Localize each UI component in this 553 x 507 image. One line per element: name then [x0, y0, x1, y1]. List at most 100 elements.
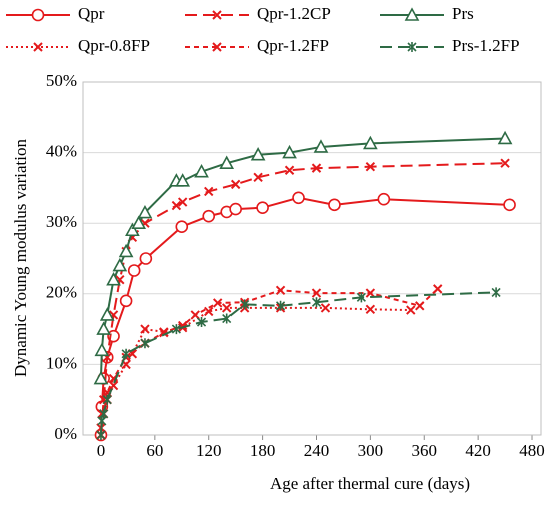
x-tick-label: 0: [97, 441, 106, 460]
series: [96, 303, 416, 433]
y-tick-label: 50%: [46, 71, 77, 90]
legend-marker: [404, 7, 420, 21]
plot-frame: [82, 81, 542, 436]
marker: [212, 298, 223, 308]
legend-label: Prs-1.2FP: [452, 36, 520, 55]
x-tick-label: 420: [465, 441, 491, 460]
marker: [96, 430, 106, 440]
marker: [282, 144, 297, 159]
marker: [365, 288, 376, 298]
marker: [433, 284, 443, 294]
x-tick-label: 60: [146, 441, 163, 460]
marker: [313, 139, 329, 153]
marker: [365, 304, 376, 315]
marker: [500, 158, 510, 168]
legend-label: Prs: [452, 4, 474, 23]
marker: [96, 321, 112, 335]
marker: [175, 220, 189, 234]
marker: [137, 204, 153, 219]
marker: [140, 324, 150, 334]
series: [96, 284, 443, 440]
series-line: [99, 291, 497, 436]
marker: [219, 155, 235, 169]
marker: [112, 257, 128, 272]
marker: [139, 252, 153, 265]
y-tick-label: 20%: [46, 283, 77, 302]
marker: [106, 272, 121, 286]
marker: [127, 264, 141, 277]
x-tick-label: 360: [412, 441, 438, 460]
marker: [240, 299, 250, 310]
marker: [365, 162, 376, 172]
marker: [292, 191, 305, 205]
marker: [99, 408, 109, 419]
marker: [256, 201, 269, 214]
marker: [250, 147, 266, 161]
legend-label: Qpr: [78, 4, 105, 23]
marker: [125, 222, 140, 237]
series: [96, 287, 501, 440]
x-tick-label: 480: [519, 441, 545, 460]
x-tick-label: 300: [358, 441, 384, 460]
marker: [204, 186, 214, 197]
marker: [328, 198, 341, 212]
marker: [415, 301, 425, 311]
y-tick-label: 40%: [46, 142, 77, 161]
legend-marker: [212, 42, 222, 52]
marker: [491, 287, 501, 298]
legend-marker: [407, 42, 417, 52]
x-axis-label: Age after thermal cure (days): [270, 474, 470, 493]
legend-label: Qpr-0.8FP: [78, 36, 150, 55]
y-axis-label: Dynamic Young modulus variation: [11, 139, 30, 377]
marker: [221, 303, 232, 313]
legend-label: Qpr-1.2FP: [257, 36, 329, 55]
marker: [175, 173, 191, 187]
series: [93, 130, 513, 385]
marker: [99, 307, 115, 321]
marker: [140, 338, 150, 349]
x-tick-label: 180: [250, 441, 276, 460]
marker: [97, 415, 107, 426]
marker: [102, 394, 112, 405]
marker: [171, 200, 182, 211]
y-tick-label: 0%: [54, 424, 77, 443]
marker: [196, 317, 207, 328]
marker: [177, 197, 188, 207]
marker: [284, 165, 295, 175]
legend-marker: [31, 8, 45, 22]
marker: [406, 305, 416, 315]
marker: [222, 313, 232, 324]
series-line: [99, 288, 439, 436]
series-line: [99, 162, 506, 436]
marker: [377, 192, 391, 206]
marker: [121, 348, 131, 359]
marker: [363, 135, 378, 150]
x-tick-label: 120: [196, 441, 222, 460]
marker: [253, 172, 263, 183]
marker: [93, 370, 109, 385]
series-line: [99, 137, 506, 379]
marker: [190, 310, 200, 320]
marker: [311, 297, 322, 308]
legend-label: Qpr-1.2CP: [257, 4, 331, 23]
marker: [275, 285, 286, 295]
marker: [311, 163, 322, 173]
y-tick-label: 30%: [46, 212, 77, 231]
marker: [230, 179, 241, 190]
series: [94, 191, 516, 442]
marker: [194, 163, 209, 178]
marker: [320, 303, 331, 313]
marker: [171, 324, 181, 335]
x-tick-label: 240: [304, 441, 330, 460]
y-tick-label: 10%: [46, 353, 77, 372]
marker: [276, 300, 286, 311]
marker: [204, 306, 214, 317]
marker: [229, 202, 242, 216]
marker: [311, 288, 322, 298]
marker: [503, 198, 516, 212]
marker: [119, 294, 133, 308]
marker: [497, 130, 513, 145]
marker: [108, 380, 119, 391]
series-line: [99, 196, 510, 436]
